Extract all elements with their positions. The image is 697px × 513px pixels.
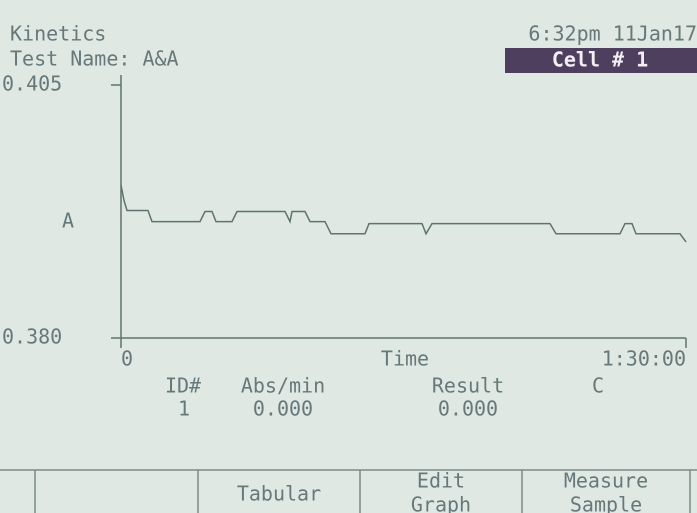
button-label[interactable]: Edit (417, 469, 465, 493)
screen: Kinetics Test Name: A&A 6:32pm 11Jan17 C… (0, 0, 697, 513)
background (0, 0, 697, 513)
result-header: Result (432, 374, 504, 398)
button-label[interactable]: Graph (411, 493, 471, 513)
button-label[interactable]: Sample (570, 493, 642, 513)
button-label[interactable]: Tabular (237, 482, 321, 506)
x-axis-label: Time (381, 347, 429, 371)
result-header: ID# (165, 374, 201, 398)
result-value: 0.000 (438, 397, 498, 421)
result-value: 1 (178, 397, 190, 421)
x-tick-label: 1:30:00 (602, 347, 686, 371)
datetime: 6:32pm 11Jan17 (528, 22, 697, 46)
y-tick-label: 0.405 (2, 72, 62, 96)
cell: Cell # 1 (552, 48, 648, 72)
result-header: C (592, 374, 604, 398)
mode: Kinetics (10, 22, 106, 46)
button-label[interactable]: Measure (564, 469, 648, 493)
test-name: Test Name: A&A (10, 47, 179, 71)
y-tick-label: 0.380 (2, 325, 62, 349)
result-header: Abs/min (241, 374, 325, 398)
x-tick-label: 0 (121, 347, 133, 371)
result-value: 0.000 (253, 397, 313, 421)
y-axis-label: A (62, 209, 74, 233)
